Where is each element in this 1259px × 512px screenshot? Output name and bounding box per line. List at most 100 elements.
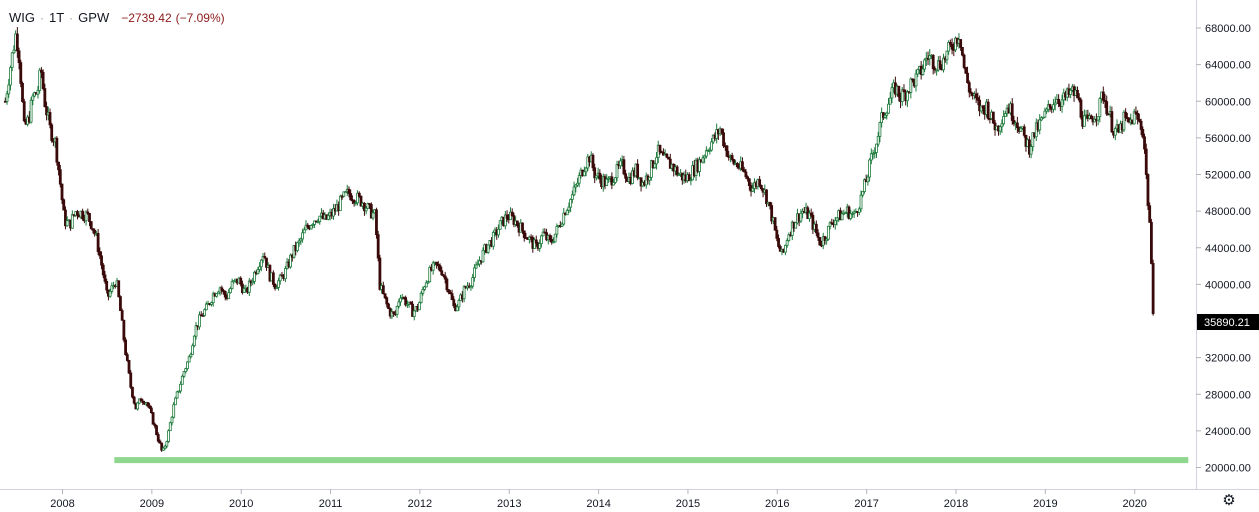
candle-down (436, 264, 440, 267)
candle-up (297, 240, 301, 244)
legend-symbol[interactable]: WIG (9, 10, 35, 25)
candle-down (1110, 111, 1114, 133)
legend-interval[interactable]: 1T (49, 10, 65, 25)
candle-down (668, 158, 672, 169)
candle-up (84, 211, 88, 222)
candle-up (192, 335, 196, 347)
candle-up (1060, 99, 1064, 107)
legend-change-percent: (−7.09%) (175, 10, 225, 25)
candle-up (344, 191, 347, 194)
candle-up (552, 241, 555, 244)
candle-down (76, 211, 79, 216)
candle-up (1040, 117, 1043, 121)
time-axis[interactable]: 2008 2009 2010 2011 2012 2013 2014 2015 2016 2017… (50, 489, 1147, 510)
y-tick-label: 64000.00 (1205, 60, 1251, 72)
candle-up (560, 223, 564, 227)
candle-up (174, 397, 177, 406)
candle-up (890, 87, 894, 99)
candle-down (93, 229, 97, 235)
candle-down (512, 215, 516, 225)
candle-down (443, 275, 447, 280)
candle-down (45, 106, 48, 116)
candle-down (21, 82, 24, 103)
candle-up (844, 212, 847, 215)
candle-up (887, 103, 890, 114)
candle-up (194, 325, 198, 337)
candle-down (1148, 205, 1152, 223)
x-tick-label: 2017 (854, 498, 878, 510)
candle-down (411, 303, 414, 317)
candle-down (153, 423, 157, 427)
candle-down (823, 236, 827, 242)
candle-down (959, 39, 963, 48)
candle-down (381, 285, 385, 295)
candle-up (5, 93, 9, 102)
candle-down (1124, 111, 1128, 118)
candle-down (39, 69, 43, 73)
candle-down (387, 303, 390, 309)
candle-up (790, 221, 794, 236)
candle-down (440, 270, 444, 276)
candle-up (1029, 146, 1033, 155)
candle-up (423, 286, 426, 290)
candle-down (385, 297, 389, 305)
candle-up (909, 78, 913, 93)
candle-up (172, 404, 176, 418)
candle-down (747, 178, 751, 187)
candle-down (91, 228, 95, 231)
candle-down (101, 264, 105, 276)
candle-down (1134, 111, 1138, 114)
candle-up (7, 84, 11, 95)
chart-legend: WIG · 1T · GPW −2739.42 (−7.09%) (9, 10, 225, 25)
candle-up (1043, 110, 1047, 118)
candle-up (1113, 128, 1117, 136)
candle-up (227, 292, 231, 299)
price-axis[interactable]: 20000.0024000.0028000.0032000.0036000.00… (1196, 23, 1251, 475)
candle-up (256, 269, 260, 274)
candle-down (598, 172, 602, 180)
candle-up (419, 292, 423, 304)
candle-down (146, 402, 150, 407)
candle-down (967, 82, 971, 93)
y-tick-label: 56000.00 (1205, 133, 1251, 145)
candle-up (615, 164, 619, 179)
candle-up (631, 170, 634, 184)
candle-down (222, 290, 225, 292)
candle-up (784, 244, 787, 253)
x-tick-label: 2014 (586, 498, 610, 510)
candle-up (302, 229, 306, 234)
candle-down (450, 293, 454, 301)
gear-icon[interactable]: ⚙ (1222, 492, 1236, 509)
candle-up (170, 416, 174, 424)
candle-up (861, 191, 865, 196)
candle-up (397, 301, 401, 307)
candle-up (541, 231, 545, 237)
candle-down (591, 154, 595, 169)
y-tick-label: 68000.00 (1205, 23, 1251, 35)
candle-down (156, 434, 160, 442)
candle-down (1137, 118, 1141, 122)
candle-down (220, 287, 224, 291)
candle-up (1122, 111, 1126, 131)
candle-up (278, 274, 282, 282)
candle-up (833, 220, 837, 226)
candle-up (863, 179, 866, 192)
candle-down (120, 310, 124, 321)
candle-down (139, 398, 143, 402)
candle-down (119, 296, 122, 311)
candle-up (595, 175, 598, 179)
candle-down (1144, 148, 1148, 175)
candle-up (230, 281, 234, 289)
candle-down (966, 72, 969, 84)
candle-up (574, 184, 578, 188)
candle-up (455, 306, 459, 312)
candle-down (117, 280, 121, 298)
candle-up (405, 303, 409, 306)
candle-down (88, 213, 91, 223)
candle-up (799, 212, 803, 222)
candle-up (110, 285, 114, 292)
candle-down (1089, 115, 1093, 120)
candle-down (1143, 136, 1146, 150)
candle-up (785, 240, 789, 246)
